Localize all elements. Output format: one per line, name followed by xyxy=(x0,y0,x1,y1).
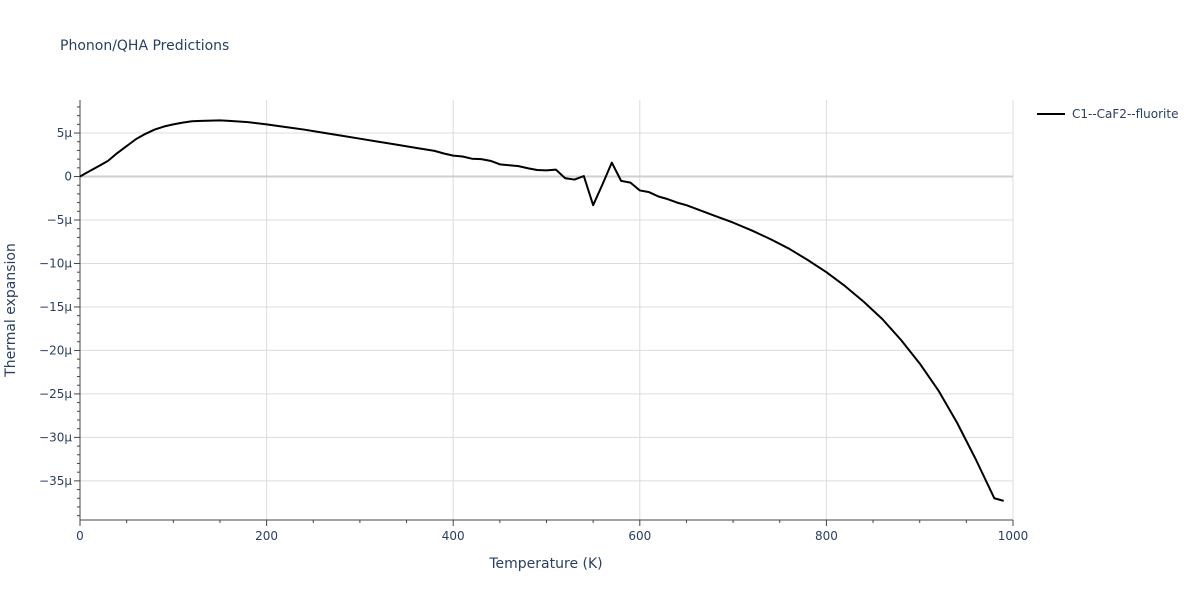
series-line xyxy=(79,119,1004,502)
y-tick-label: 5μ xyxy=(57,126,73,140)
grid xyxy=(80,100,1014,520)
legend-label: C1--CaF2--fluorite xyxy=(1072,107,1178,121)
x-tick-label: 800 xyxy=(815,529,838,543)
x-axis-title: Temperature (K) xyxy=(488,556,602,572)
y-tick-label: 0 xyxy=(64,170,72,184)
y-tick-label: −10μ xyxy=(39,256,72,270)
y-tick-label: −30μ xyxy=(39,430,72,444)
y-tick-label: −20μ xyxy=(39,343,72,357)
x-tick-label: 400 xyxy=(442,529,465,543)
x-tick-label: 0 xyxy=(76,529,84,543)
y-tick-label: −15μ xyxy=(39,300,72,314)
axes: 0 200 400 600 800 1000 5μ 0 −5μ −10μ −15μ −20μ −25μ −… xyxy=(39,100,1028,543)
x-tick-label: 200 xyxy=(255,529,278,543)
chart-title: Phonon/QHA Predictions xyxy=(60,38,229,54)
legend[interactable]: C1--CaF2--fluorite xyxy=(1037,107,1178,121)
y-tick-label: −5μ xyxy=(47,213,73,227)
y-tick-label: −35μ xyxy=(39,474,72,488)
series-layer xyxy=(79,119,1004,502)
y-axis-title: Thermal expansion xyxy=(3,243,19,378)
y-tick-label: −25μ xyxy=(39,387,72,401)
x-tick-label: 1000 xyxy=(998,529,1029,543)
x-tick-label: 600 xyxy=(628,529,651,543)
